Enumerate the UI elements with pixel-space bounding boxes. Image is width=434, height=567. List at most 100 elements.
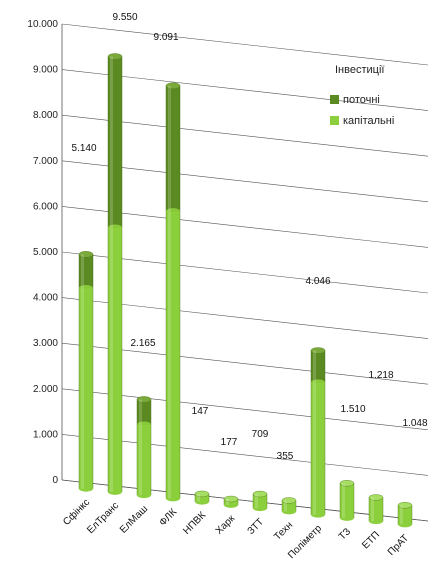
y-tick-label: 2.000 xyxy=(33,384,58,395)
bar-base xyxy=(369,518,383,525)
x-tick-label: ЕТП xyxy=(360,530,382,552)
bar-highlight xyxy=(284,500,287,512)
x-tick-label: ТЗ xyxy=(337,526,353,542)
bar-top xyxy=(136,396,152,403)
y-tick-label: 5.000 xyxy=(33,247,58,258)
gridline xyxy=(61,160,429,203)
bar-top xyxy=(194,490,210,498)
bar-top xyxy=(368,494,384,501)
bar-highlight xyxy=(168,85,171,499)
data-label: 5.140 xyxy=(71,143,96,154)
x-tick-label: Техн xyxy=(272,520,295,543)
legend-swatch xyxy=(330,95,339,104)
gridline xyxy=(61,297,429,339)
bar-highlight xyxy=(371,497,374,522)
legend-title: Інвестиції xyxy=(335,64,384,76)
y-tick-label: 7.000 xyxy=(33,156,58,167)
bar-base xyxy=(195,498,209,505)
bar-group xyxy=(368,494,384,525)
bar-base xyxy=(166,495,180,502)
gridline xyxy=(61,114,429,157)
data-label: 9.550 xyxy=(112,12,137,23)
bar-top xyxy=(281,497,297,504)
bar-group xyxy=(310,347,326,518)
bar-group xyxy=(397,502,413,528)
bar-group xyxy=(107,53,123,495)
x-floor-line xyxy=(61,479,429,522)
bar-group xyxy=(136,396,152,499)
y-tick-label: 10.000 xyxy=(27,19,58,30)
bar-group xyxy=(339,480,355,521)
x-tick-label: Сфінкс xyxy=(61,496,93,528)
bar-highlight xyxy=(255,494,258,509)
gridlines xyxy=(61,23,429,522)
bar-base xyxy=(79,485,93,492)
x-tick-label: ЗТТ xyxy=(246,517,267,538)
bar-group xyxy=(223,495,239,508)
bar-top xyxy=(165,82,181,89)
bar-base xyxy=(108,488,122,495)
bar-base xyxy=(282,508,296,515)
y-tick-label: 6.000 xyxy=(33,201,58,212)
legend: Інвестиції поточні капітальні xyxy=(330,64,394,127)
bar-base xyxy=(311,511,325,518)
bar-highlight xyxy=(110,56,113,492)
bar-joint xyxy=(137,421,151,428)
bar-top xyxy=(310,347,326,354)
bar-top xyxy=(339,480,355,487)
bar-top xyxy=(78,251,94,258)
legend-entry: капітальні xyxy=(343,115,394,127)
y-tick-label: 9.000 xyxy=(33,65,58,76)
bar-joint xyxy=(311,379,325,386)
y-axis: 0 1.000 2.000 3.000 4.000 5.000 6.000 7.000 8.00… xyxy=(27,19,429,522)
bar-top xyxy=(107,53,123,60)
bar-highlight xyxy=(139,399,142,496)
bar-base xyxy=(398,521,412,528)
y-tick-label: 0 xyxy=(52,475,58,486)
gridline xyxy=(61,342,429,385)
data-label: 1.218 xyxy=(368,370,393,381)
bar-highlight xyxy=(226,499,229,505)
bar-base xyxy=(340,514,354,521)
bar-top xyxy=(252,490,268,498)
data-labels: 5.140 9.550 2.165 9.091 147 177 709 355 4.046 1.5… xyxy=(71,12,427,462)
y-tick-label: 3.000 xyxy=(33,338,58,349)
data-label: 2.165 xyxy=(130,338,155,349)
x-tick-label: НПВК xyxy=(181,510,208,537)
gridline xyxy=(61,23,429,66)
bar-base xyxy=(137,492,151,499)
gridline xyxy=(61,206,429,248)
data-label: 177 xyxy=(221,437,238,448)
data-label: 1.048 xyxy=(402,418,427,429)
gridline xyxy=(61,388,429,431)
bar-top xyxy=(397,502,413,509)
bar-highlight xyxy=(197,493,200,502)
legend-entry: поточні xyxy=(343,94,380,106)
gridline xyxy=(61,251,429,294)
bar-group xyxy=(252,490,268,512)
bar-group xyxy=(165,82,181,502)
x-tick-label: ФЛК xyxy=(157,507,179,529)
bar-joint xyxy=(108,224,122,231)
y-tick-label: 8.000 xyxy=(33,110,58,121)
x-tick-label: Харк xyxy=(214,513,238,537)
x-tick-label: ПрАТ xyxy=(386,533,411,558)
bar-group xyxy=(194,490,210,505)
bar-group xyxy=(78,251,94,492)
bar-base xyxy=(253,505,267,512)
bar-highlight xyxy=(81,254,84,489)
gridline xyxy=(61,69,429,111)
gridline xyxy=(61,434,429,476)
data-label: 147 xyxy=(192,406,209,417)
bars xyxy=(78,53,413,528)
data-label: 4.046 xyxy=(305,276,330,287)
data-label: 355 xyxy=(277,451,294,462)
y-tick-label: 1.000 xyxy=(33,429,58,440)
bar-top xyxy=(223,495,239,503)
data-label: 709 xyxy=(252,429,269,440)
bar-highlight xyxy=(400,505,403,525)
legend-swatch xyxy=(330,116,339,125)
bar-highlight xyxy=(313,350,316,515)
bar-joint xyxy=(79,285,93,292)
